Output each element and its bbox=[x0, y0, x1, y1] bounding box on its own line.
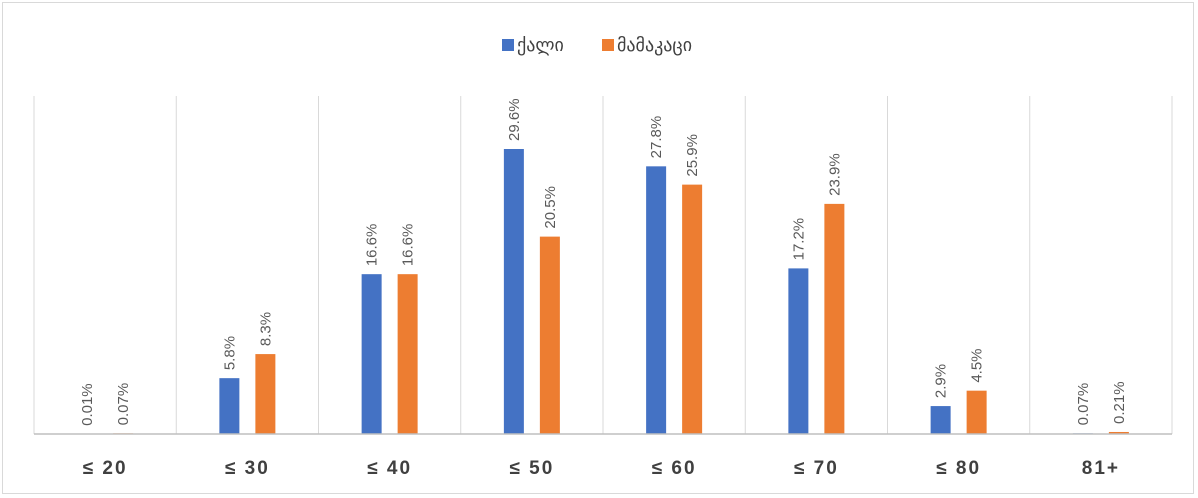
bar-male bbox=[397, 274, 418, 434]
data-label: 16.6% bbox=[400, 224, 417, 267]
data-label: 0.01% bbox=[79, 383, 96, 426]
category-label: 81+ bbox=[1082, 458, 1120, 479]
data-label: 8.3% bbox=[257, 312, 274, 346]
legend-swatch bbox=[502, 39, 514, 51]
data-label: 27.8% bbox=[648, 116, 665, 159]
category-label: ≤ 80 bbox=[936, 458, 981, 479]
bar-male bbox=[824, 203, 845, 434]
data-label: 16.6% bbox=[364, 224, 381, 267]
data-label: 2.9% bbox=[933, 364, 950, 398]
category-label: ≤ 20 bbox=[83, 458, 128, 479]
category-labels-group: ≤ 20 ≤ 30 ≤ 40 ≤ 50 ≤ 60 ≤ 70 ≤ 80 81+ bbox=[83, 458, 1120, 479]
data-label: 29.6% bbox=[506, 98, 523, 141]
category-label: ≤ 50 bbox=[509, 458, 554, 479]
bar-male bbox=[255, 354, 276, 434]
data-label: 17.2% bbox=[790, 218, 807, 261]
bar-male bbox=[1108, 431, 1129, 434]
category-gridlines bbox=[33, 96, 1173, 434]
category-label: ≤ 30 bbox=[225, 458, 270, 479]
data-label: 5.8% bbox=[221, 336, 238, 370]
bar-female bbox=[361, 274, 382, 434]
data-label: 0.07% bbox=[115, 383, 132, 426]
data-label: 25.9% bbox=[684, 134, 701, 177]
data-label: 0.07% bbox=[1075, 383, 1092, 426]
bar-male bbox=[682, 184, 703, 434]
bar-male bbox=[539, 236, 560, 434]
data-labels-group: 0.01% 0.07% 5.8% 8.3% 16.6% 16.6% 29.6% 20.5% 27… bbox=[79, 98, 1128, 425]
category-label: ≤ 70 bbox=[794, 458, 839, 479]
data-label: 20.5% bbox=[542, 186, 559, 229]
legend: ქალი მამაკაცი bbox=[502, 35, 692, 56]
data-label: 4.5% bbox=[969, 348, 986, 382]
legend-label: მამაკაცი bbox=[617, 35, 692, 56]
legend-label: ქალი bbox=[517, 35, 564, 56]
data-label: 23.9% bbox=[826, 153, 843, 196]
bars-group bbox=[77, 149, 1129, 434]
category-label: ≤ 40 bbox=[367, 458, 412, 479]
data-label: 0.21% bbox=[1111, 381, 1128, 424]
category-label: ≤ 60 bbox=[652, 458, 697, 479]
bar-female bbox=[930, 406, 951, 434]
bar-female bbox=[503, 149, 524, 434]
bar-female bbox=[219, 378, 240, 434]
legend-swatch bbox=[602, 39, 614, 51]
bar-female bbox=[788, 268, 809, 434]
bar-male bbox=[966, 390, 987, 434]
bar-female bbox=[646, 166, 667, 434]
